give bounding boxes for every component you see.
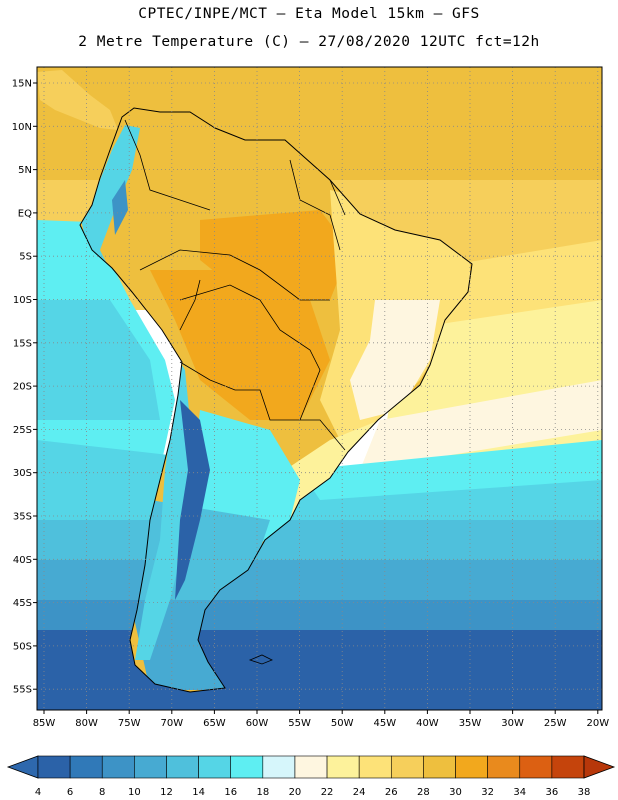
colorbar-label: 32 xyxy=(481,787,494,798)
ocean-band xyxy=(300,440,602,500)
lon-label: 30W xyxy=(501,718,524,729)
lat-label: 15N xyxy=(12,79,32,90)
colorbar-label: 8 xyxy=(99,787,105,798)
ocean-band xyxy=(360,380,602,470)
colorbar-under-arrow xyxy=(6,755,39,779)
colorbar-label: 6 xyxy=(67,787,73,798)
lat-label: 5N xyxy=(18,165,32,176)
lat-label: 20S xyxy=(13,382,32,393)
colorbar-label: 4 xyxy=(35,787,41,798)
colorbar-bin xyxy=(262,755,296,779)
colorbar-bin xyxy=(551,755,585,779)
colorbar-label: 16 xyxy=(224,787,237,798)
coastline xyxy=(79,107,473,693)
colorbar-label: 12 xyxy=(160,787,173,798)
colorbar-bin xyxy=(230,755,264,779)
lat-label: 5S xyxy=(19,252,32,263)
colorbar-label: 36 xyxy=(546,787,559,798)
colorbar-label: 18 xyxy=(256,787,269,798)
lat-label: 15S xyxy=(13,338,32,349)
colorbar-bin xyxy=(455,755,488,779)
colorbar-bin xyxy=(487,755,521,779)
ocean-band xyxy=(37,600,602,630)
lon-label: 55W xyxy=(288,718,311,729)
lon-label: 75W xyxy=(118,718,141,729)
lat-label: 25S xyxy=(13,425,32,436)
lat-label: 30S xyxy=(13,468,32,479)
map-title-line2: 2 Metre Temperature (C) – 27/08/2020 12U… xyxy=(78,34,540,50)
colorbar-bin xyxy=(198,755,232,779)
lat-label: 10N xyxy=(12,122,32,133)
colorbar-label: 38 xyxy=(578,787,591,798)
colorbar-bin xyxy=(390,755,424,779)
central-america xyxy=(37,70,118,130)
colorbar-label: 34 xyxy=(513,787,526,798)
colorbar-bin xyxy=(134,755,167,779)
lat-label: 55S xyxy=(13,685,32,696)
colorbar-label: 10 xyxy=(128,787,141,798)
lat-label: 10S xyxy=(13,295,32,306)
colorbar-bin xyxy=(101,755,135,779)
longitude-labels: 85W 80W 75W 70W 65W 60W 55W 50W 45W 40W 35W 30W 25W 2… xyxy=(33,710,609,729)
colorbar-label: 30 xyxy=(449,787,462,798)
lat-label: 35S xyxy=(13,512,32,523)
lat-label: 40S xyxy=(13,555,32,566)
colorbar-bin xyxy=(294,755,328,779)
falkland-islands xyxy=(248,654,273,665)
colorbar-label: 24 xyxy=(353,787,366,798)
lon-label: 60W xyxy=(246,718,269,729)
colorbar-label: 26 xyxy=(385,787,398,798)
latitude-labels: 15N 10N 5N EQ 5S 10S 15S 20S 25S 30S 35S 40S 45S 50S 5… xyxy=(12,79,37,696)
colorbar-label: 28 xyxy=(417,787,430,798)
ocean-band xyxy=(37,560,602,600)
lon-label: 35W xyxy=(459,718,482,729)
lon-label: 20W xyxy=(586,718,609,729)
lon-label: 50W xyxy=(331,718,354,729)
colorbar-label: 20 xyxy=(289,787,302,798)
lon-label: 40W xyxy=(416,718,439,729)
colorbar-label: 22 xyxy=(321,787,334,798)
lon-label: 85W xyxy=(33,718,56,729)
country-borders xyxy=(124,119,346,451)
lon-label: 25W xyxy=(544,718,567,729)
colorbar-bin xyxy=(519,755,553,779)
lon-label: 80W xyxy=(75,718,98,729)
lat-label: 50S xyxy=(13,641,32,652)
colorbar-bin xyxy=(423,755,456,779)
lat-label: EQ xyxy=(18,208,32,219)
lon-label: 45W xyxy=(373,718,396,729)
colorbar-over-arrow xyxy=(583,755,616,779)
colorbar-bin xyxy=(69,755,103,779)
map-frame xyxy=(36,66,603,711)
lon-label: 70W xyxy=(160,718,183,729)
colorbar-label: 14 xyxy=(192,787,205,798)
colorbar-bin xyxy=(166,755,199,779)
lon-label: 65W xyxy=(203,718,226,729)
colorbar-bin xyxy=(37,755,71,779)
map-title-line1: CPTEC/INPE/MCT – Eta Model 15km – GFS xyxy=(138,6,480,22)
ocean-band xyxy=(37,520,602,560)
colorbar-bin xyxy=(358,755,392,779)
colorbar-bin xyxy=(326,755,360,779)
ocean-band xyxy=(37,300,160,420)
lat-label: 45S xyxy=(13,598,32,609)
